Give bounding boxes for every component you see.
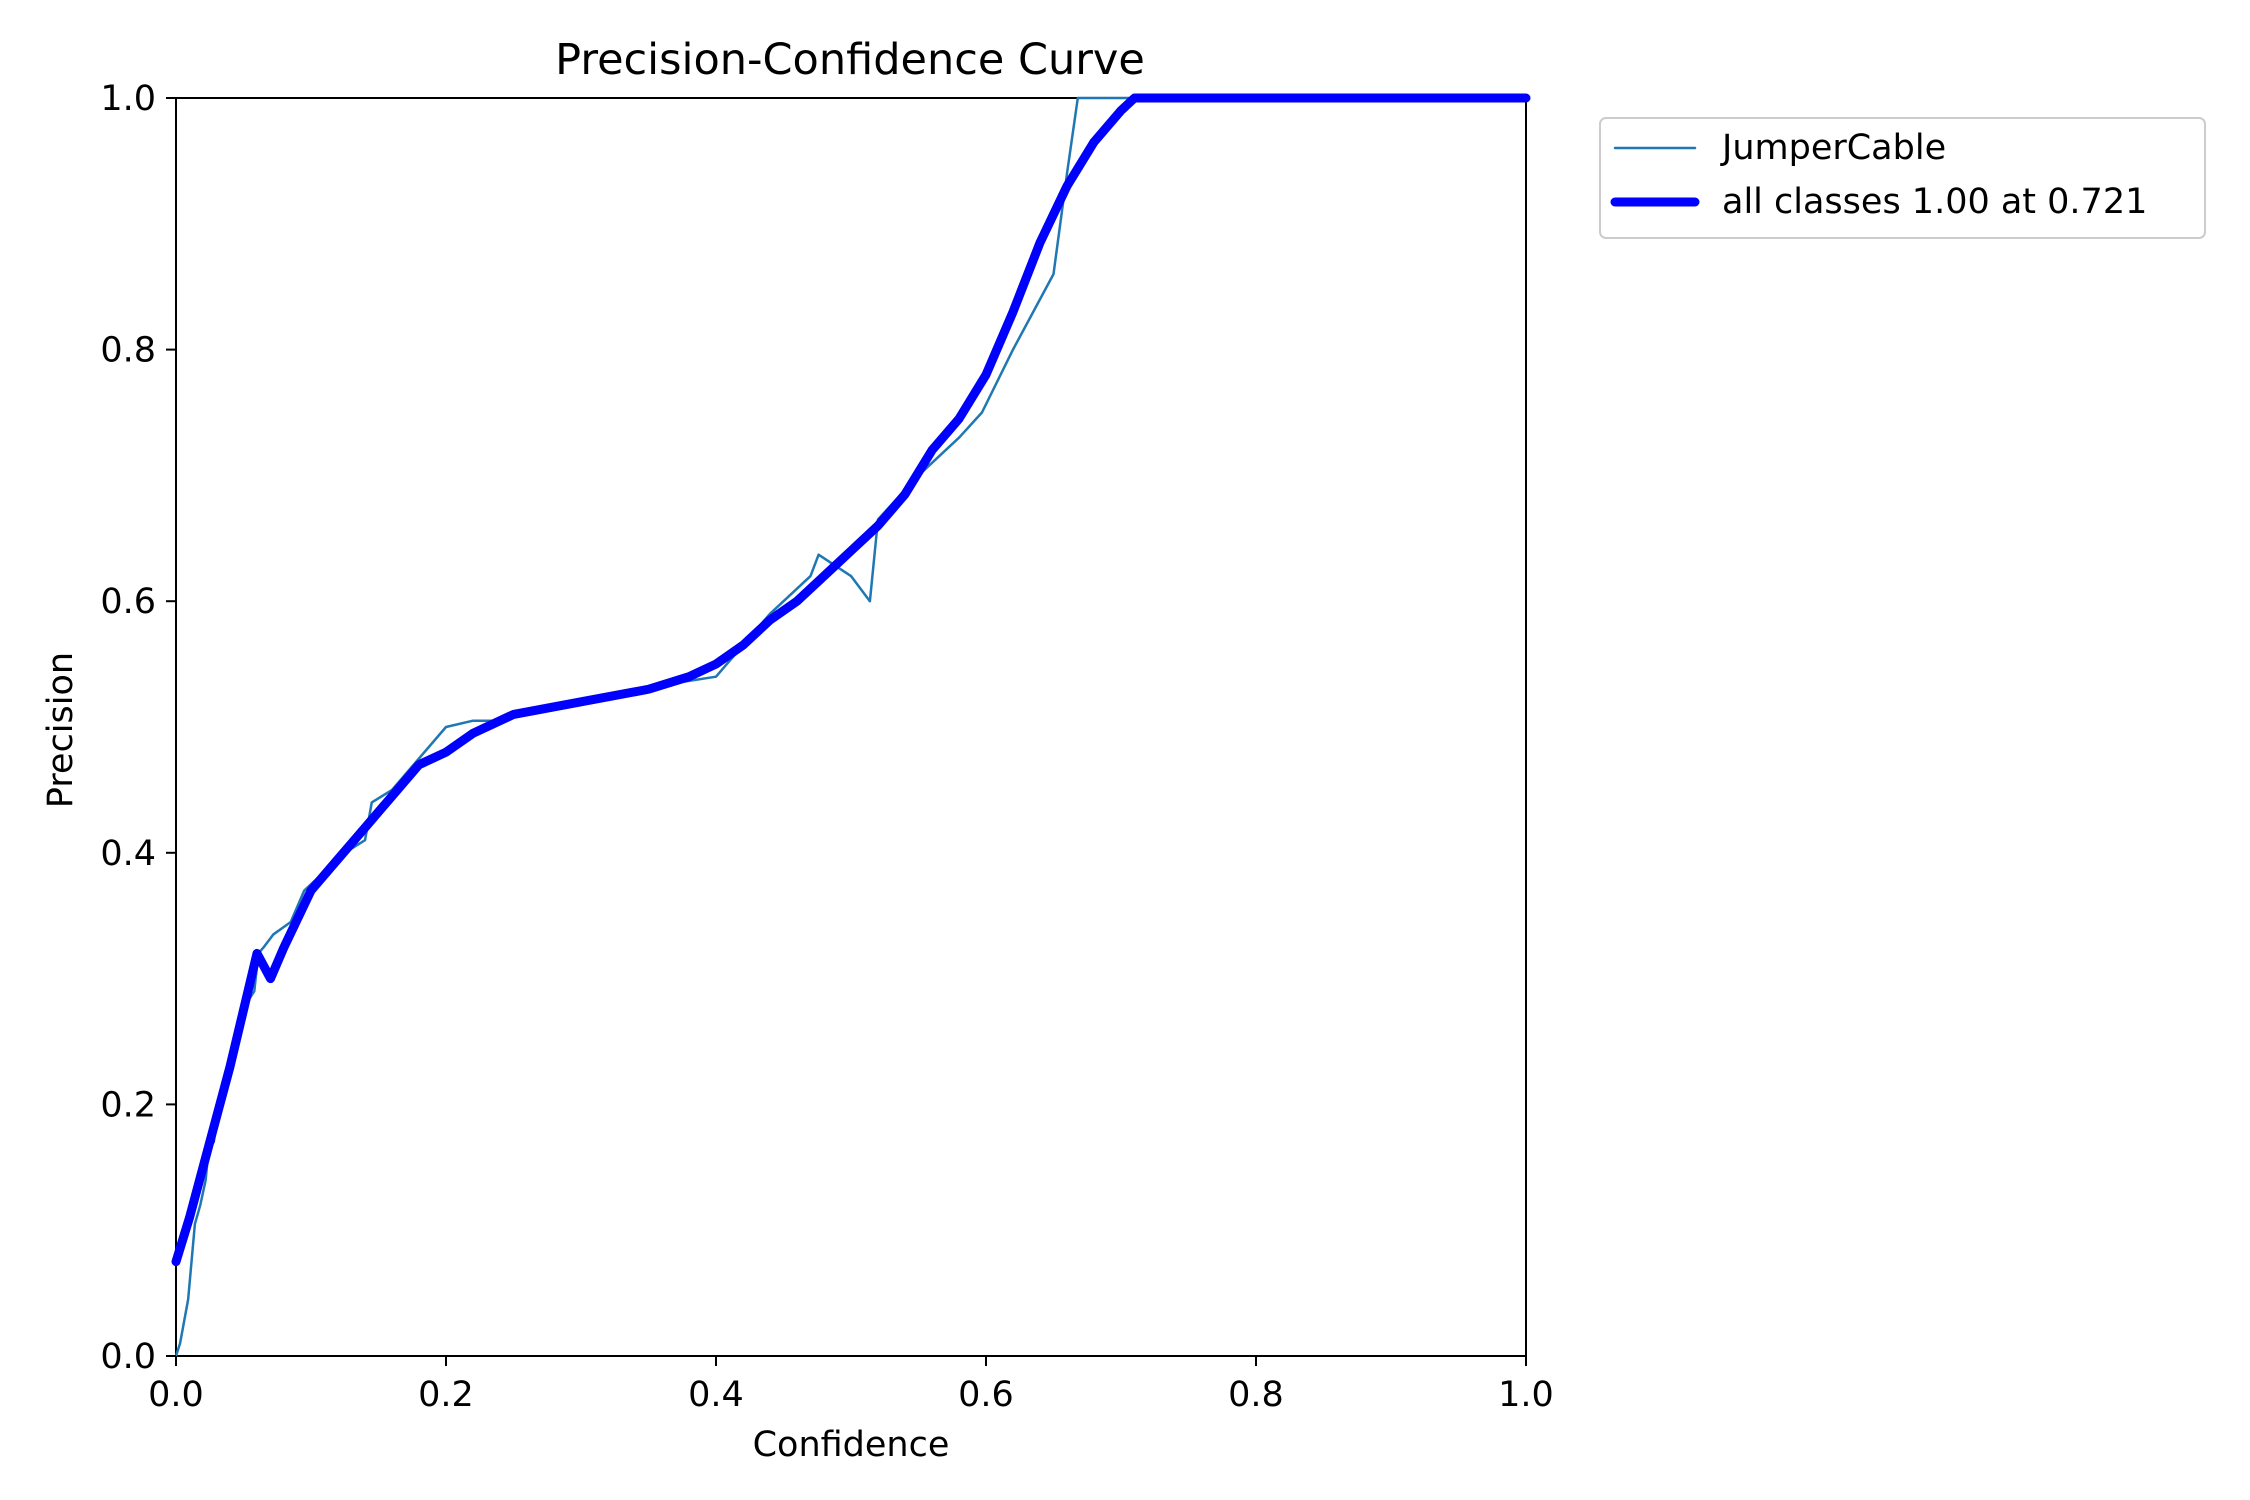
chart-title: Precision-Confidence Curve: [555, 35, 1145, 85]
plot-frame: [175, 97, 1527, 1357]
y-tick-label: 0.4: [100, 834, 156, 874]
y-axis-ticks: 0.0 0.2 0.4 0.6 0.8 1.0: [100, 79, 176, 1377]
legend-label-jumpercable: JumperCable: [1720, 128, 1946, 168]
y-tick-label: 0.2: [100, 1085, 156, 1125]
legend-label-all-classes: all classes 1.00 at 0.721: [1722, 182, 2147, 222]
y-tick-label: 1.0: [100, 79, 156, 119]
y-tick-label: 0.8: [100, 331, 156, 371]
x-tick-label: 0.6: [958, 1375, 1014, 1415]
series-line-all-classes: [171, 93, 1531, 1267]
x-tick-label: 0.8: [1228, 1375, 1284, 1415]
x-axis-ticks: 0.0 0.2 0.4 0.6 0.8 1.0: [148, 1356, 1554, 1415]
x-tick-label: 0.4: [688, 1375, 744, 1415]
x-tick-label: 1.0: [1498, 1375, 1554, 1415]
y-tick-label: 0.0: [100, 1337, 156, 1377]
y-axis-label: Precision: [41, 652, 81, 808]
series-layer: [171, 93, 1531, 1358]
legend: JumperCable all classes 1.00 at 0.721: [1599, 117, 2206, 239]
y-tick-label: 0.6: [100, 582, 156, 622]
x-tick-label: 0.2: [418, 1375, 474, 1415]
x-axis-label: Confidence: [753, 1425, 950, 1465]
x-tick-label: 0.0: [148, 1375, 204, 1415]
legend-box: [1599, 117, 2206, 239]
plot-area: [171, 93, 1531, 1358]
